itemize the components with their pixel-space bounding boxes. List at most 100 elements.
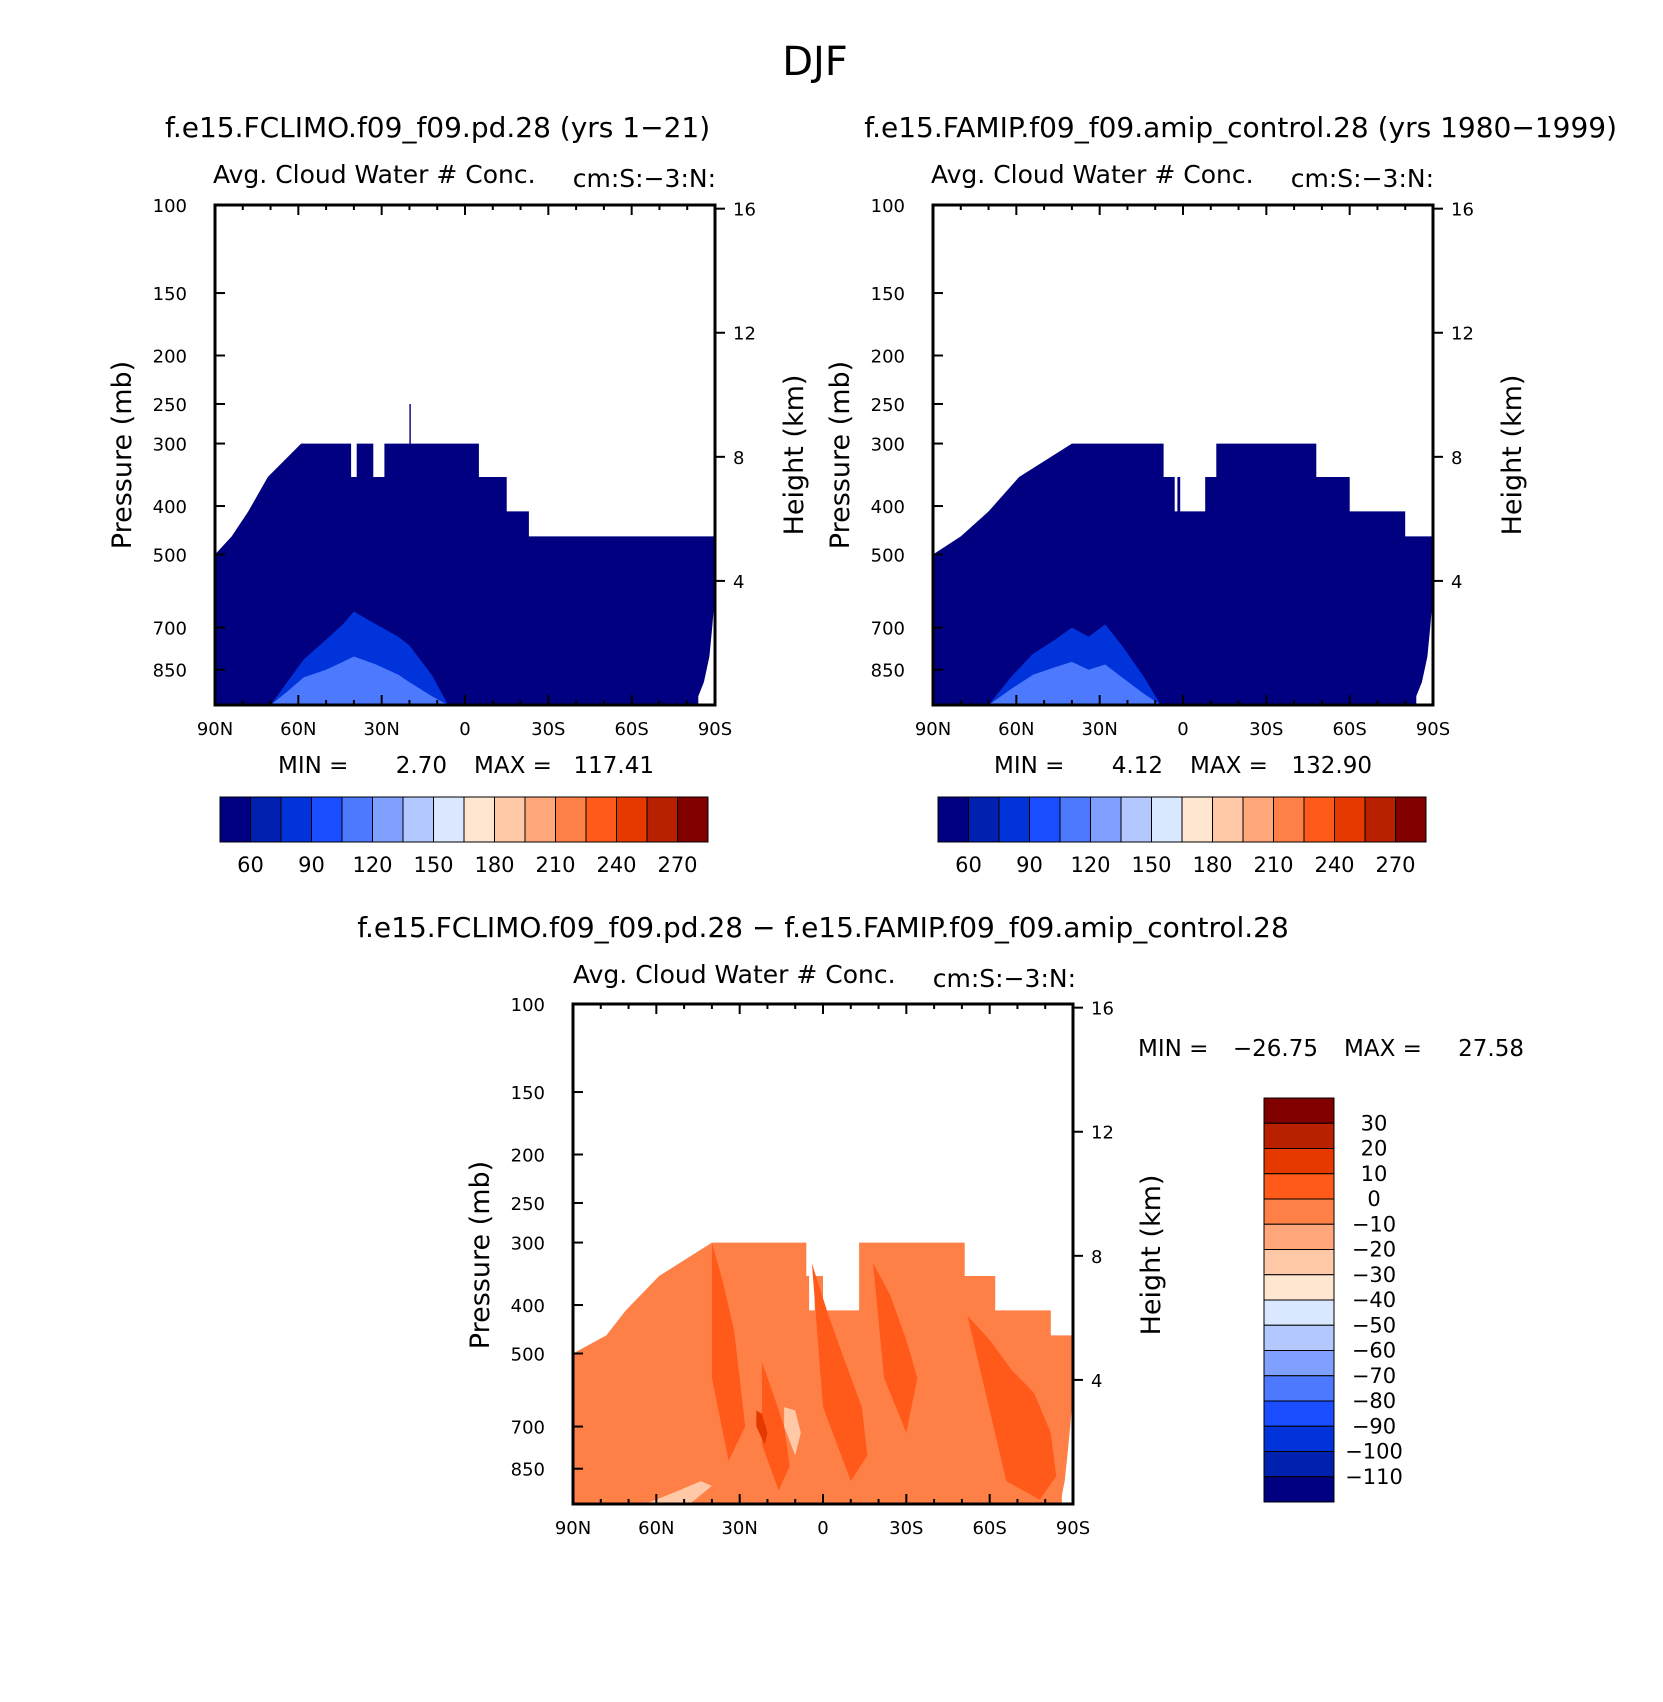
- difference-colorbar-label: −30: [1352, 1263, 1396, 1287]
- difference-colorbar-swatch: [1263, 1425, 1335, 1452]
- fclimo-y-tick-label: 700: [153, 619, 187, 640]
- fclimo-colorbar-label: 60: [237, 853, 264, 877]
- difference-colorbar-label: −20: [1352, 1238, 1396, 1262]
- panel-famip-min-value: 4.12: [1112, 753, 1163, 779]
- panel-difference: f.e15.FCLIMO.f09_f09.pd.28 − f.e15.FAMIP…: [357, 911, 1524, 1539]
- fclimo-colorbar-swatch: [250, 796, 282, 843]
- difference-colorbar-label: −80: [1352, 1389, 1396, 1413]
- famip-colorbar-label: 150: [1131, 853, 1171, 877]
- fclimo-y-right-tick-label: 4: [733, 572, 744, 593]
- famip-y-tick-label: 500: [871, 545, 905, 566]
- famip-colorbar-swatch: [1212, 796, 1244, 843]
- panel-difference-subtitle: Avg. Cloud Water # Conc.: [573, 960, 896, 989]
- difference-positive-patch: [873, 1263, 918, 1433]
- fclimo-contour-field: [215, 404, 715, 705]
- difference-negative-patch: [645, 1481, 712, 1504]
- fclimo-colorbar-swatch: [585, 796, 617, 843]
- famip-colorbar-swatch: [1151, 796, 1183, 843]
- famip-colorbar-swatch: [1242, 796, 1274, 843]
- famip-colorbar-swatch: [937, 796, 969, 843]
- difference-x-tick-label: 90S: [1056, 1518, 1090, 1539]
- difference-colorbar-swatch: [1263, 1350, 1335, 1377]
- difference-colorbar-label: −100: [1345, 1440, 1403, 1464]
- panel-famip: f.e15.FAMIP.f09_f09.amip_control.28 (yrs…: [825, 111, 1617, 877]
- difference-colorbar-swatch: [1263, 1173, 1335, 1200]
- fclimo-y-tick-label: 100: [153, 196, 187, 217]
- famip-colorbar-swatch: [1181, 796, 1213, 843]
- fclimo-y-tick-label: 400: [153, 497, 187, 518]
- difference-x-tick-label: 90N: [555, 1518, 591, 1539]
- difference-strong-positive-patch: [756, 1410, 768, 1445]
- fclimo-colorbar-label: 90: [298, 853, 325, 877]
- difference-x-tick-label: 30S: [889, 1518, 923, 1539]
- famip-colorbar-label: 90: [1016, 853, 1043, 877]
- difference-positive-patch: [967, 1315, 1057, 1500]
- famip-y-right-tick-label: 8: [1451, 448, 1462, 469]
- panel-fclimo-ylabel: Pressure (mb): [107, 361, 138, 549]
- fclimo-x-tick-label: 90N: [197, 719, 233, 740]
- fclimo-colorbar-swatch: [372, 796, 404, 843]
- famip-colorbar-swatch: [1059, 796, 1091, 843]
- fclimo-x-tick-label: 60S: [614, 719, 648, 740]
- fclimo-y-tick-label: 250: [153, 395, 187, 416]
- famip-colorbar-swatch: [1364, 796, 1396, 843]
- fclimo-y-tick-label: 150: [153, 284, 187, 305]
- panel-famip-ylabel-right: Height (km): [1497, 375, 1528, 536]
- fclimo-y-right-tick-label: 16: [733, 200, 756, 221]
- famip-colorbar-label: 240: [1314, 853, 1354, 877]
- fclimo-y-right-tick-label: 8: [733, 448, 744, 469]
- difference-y-tick-label: 200: [511, 1146, 545, 1167]
- difference-colorbar-label: −40: [1352, 1288, 1396, 1312]
- panel-difference-max-value: 27.58: [1458, 1036, 1524, 1062]
- difference-contour-field: [573, 1242, 1073, 1504]
- difference-colorbar-label: −70: [1352, 1364, 1396, 1388]
- fclimo-colorbar-swatch: [646, 796, 678, 843]
- panel-famip-title: f.e15.FAMIP.f09_f09.amip_control.28 (yrs…: [864, 111, 1617, 144]
- famip-colorbar-label: 210: [1253, 853, 1293, 877]
- famip-y-tick-label: 100: [871, 196, 905, 217]
- difference-colorbar-label: −10: [1352, 1212, 1396, 1236]
- famip-y-right-tick-label: 4: [1451, 572, 1462, 593]
- famip-colorbar-swatch: [1029, 796, 1061, 843]
- famip-colorbar-swatch: [1090, 796, 1122, 843]
- panel-famip-ylabel: Pressure (mb): [825, 361, 856, 549]
- difference-colorbar-label: 20: [1361, 1137, 1388, 1161]
- fclimo-colorbar-swatch: [280, 796, 312, 843]
- famip-x-tick-label: 30N: [1081, 719, 1117, 740]
- famip-y-right-tick-label: 16: [1451, 200, 1474, 221]
- difference-colorbar-swatch: [1263, 1274, 1335, 1301]
- panel-difference-units: cm:S:−3:N:: [933, 964, 1076, 993]
- difference-y-right-tick-label: 12: [1091, 1123, 1114, 1144]
- panel-fclimo-min-label: MIN =: [278, 753, 348, 779]
- famip-x-tick-label: 0: [1177, 719, 1188, 740]
- famip-colorbar-swatch: [1395, 796, 1427, 843]
- fclimo-colorbar-swatch: [219, 796, 251, 843]
- famip-y-tick-label: 400: [871, 497, 905, 518]
- famip-colorbar-label: 120: [1070, 853, 1110, 877]
- difference-y-right-tick-label: 16: [1091, 999, 1114, 1020]
- fclimo-colorbar-label: 270: [657, 853, 697, 877]
- famip-colorbar-swatch: [1303, 796, 1335, 843]
- fclimo-colorbar-swatch: [494, 796, 526, 843]
- difference-colorbar-swatch: [1263, 1198, 1335, 1225]
- panel-difference-max-label: MAX =: [1344, 1036, 1422, 1062]
- difference-colorbar-swatch: [1263, 1324, 1335, 1351]
- famip-colorbar-label: 270: [1375, 853, 1415, 877]
- panel-famip-min-label: MIN =: [994, 753, 1064, 779]
- fclimo-colorbar-label: 150: [413, 853, 453, 877]
- difference-y-tick-label: 300: [511, 1234, 545, 1255]
- panel-fclimo-min-value: 2.70: [396, 753, 447, 779]
- difference-colorbar-swatch: [1263, 1375, 1335, 1402]
- difference-colorbar-swatch: [1263, 1299, 1335, 1326]
- difference-y-tick-label: 400: [511, 1296, 545, 1317]
- difference-colorbar-label: −60: [1352, 1339, 1396, 1363]
- panel-fclimo-title: f.e15.FCLIMO.f09_f09.pd.28 (yrs 1−21): [165, 111, 710, 144]
- fclimo-y-tick-label: 200: [153, 347, 187, 368]
- panel-fclimo: f.e15.FCLIMO.f09_f09.pd.28 (yrs 1−21) Av…: [107, 111, 810, 877]
- difference-colorbar-label: 30: [1361, 1111, 1388, 1135]
- panel-fclimo-subtitle: Avg. Cloud Water # Conc.: [213, 160, 536, 189]
- famip-x-tick-label: 90S: [1416, 719, 1450, 740]
- panel-difference-ylabel: Pressure (mb): [465, 1161, 496, 1349]
- difference-colorbar-swatch: [1263, 1097, 1335, 1124]
- panel-fclimo-units: cm:S:−3:N:: [573, 164, 716, 193]
